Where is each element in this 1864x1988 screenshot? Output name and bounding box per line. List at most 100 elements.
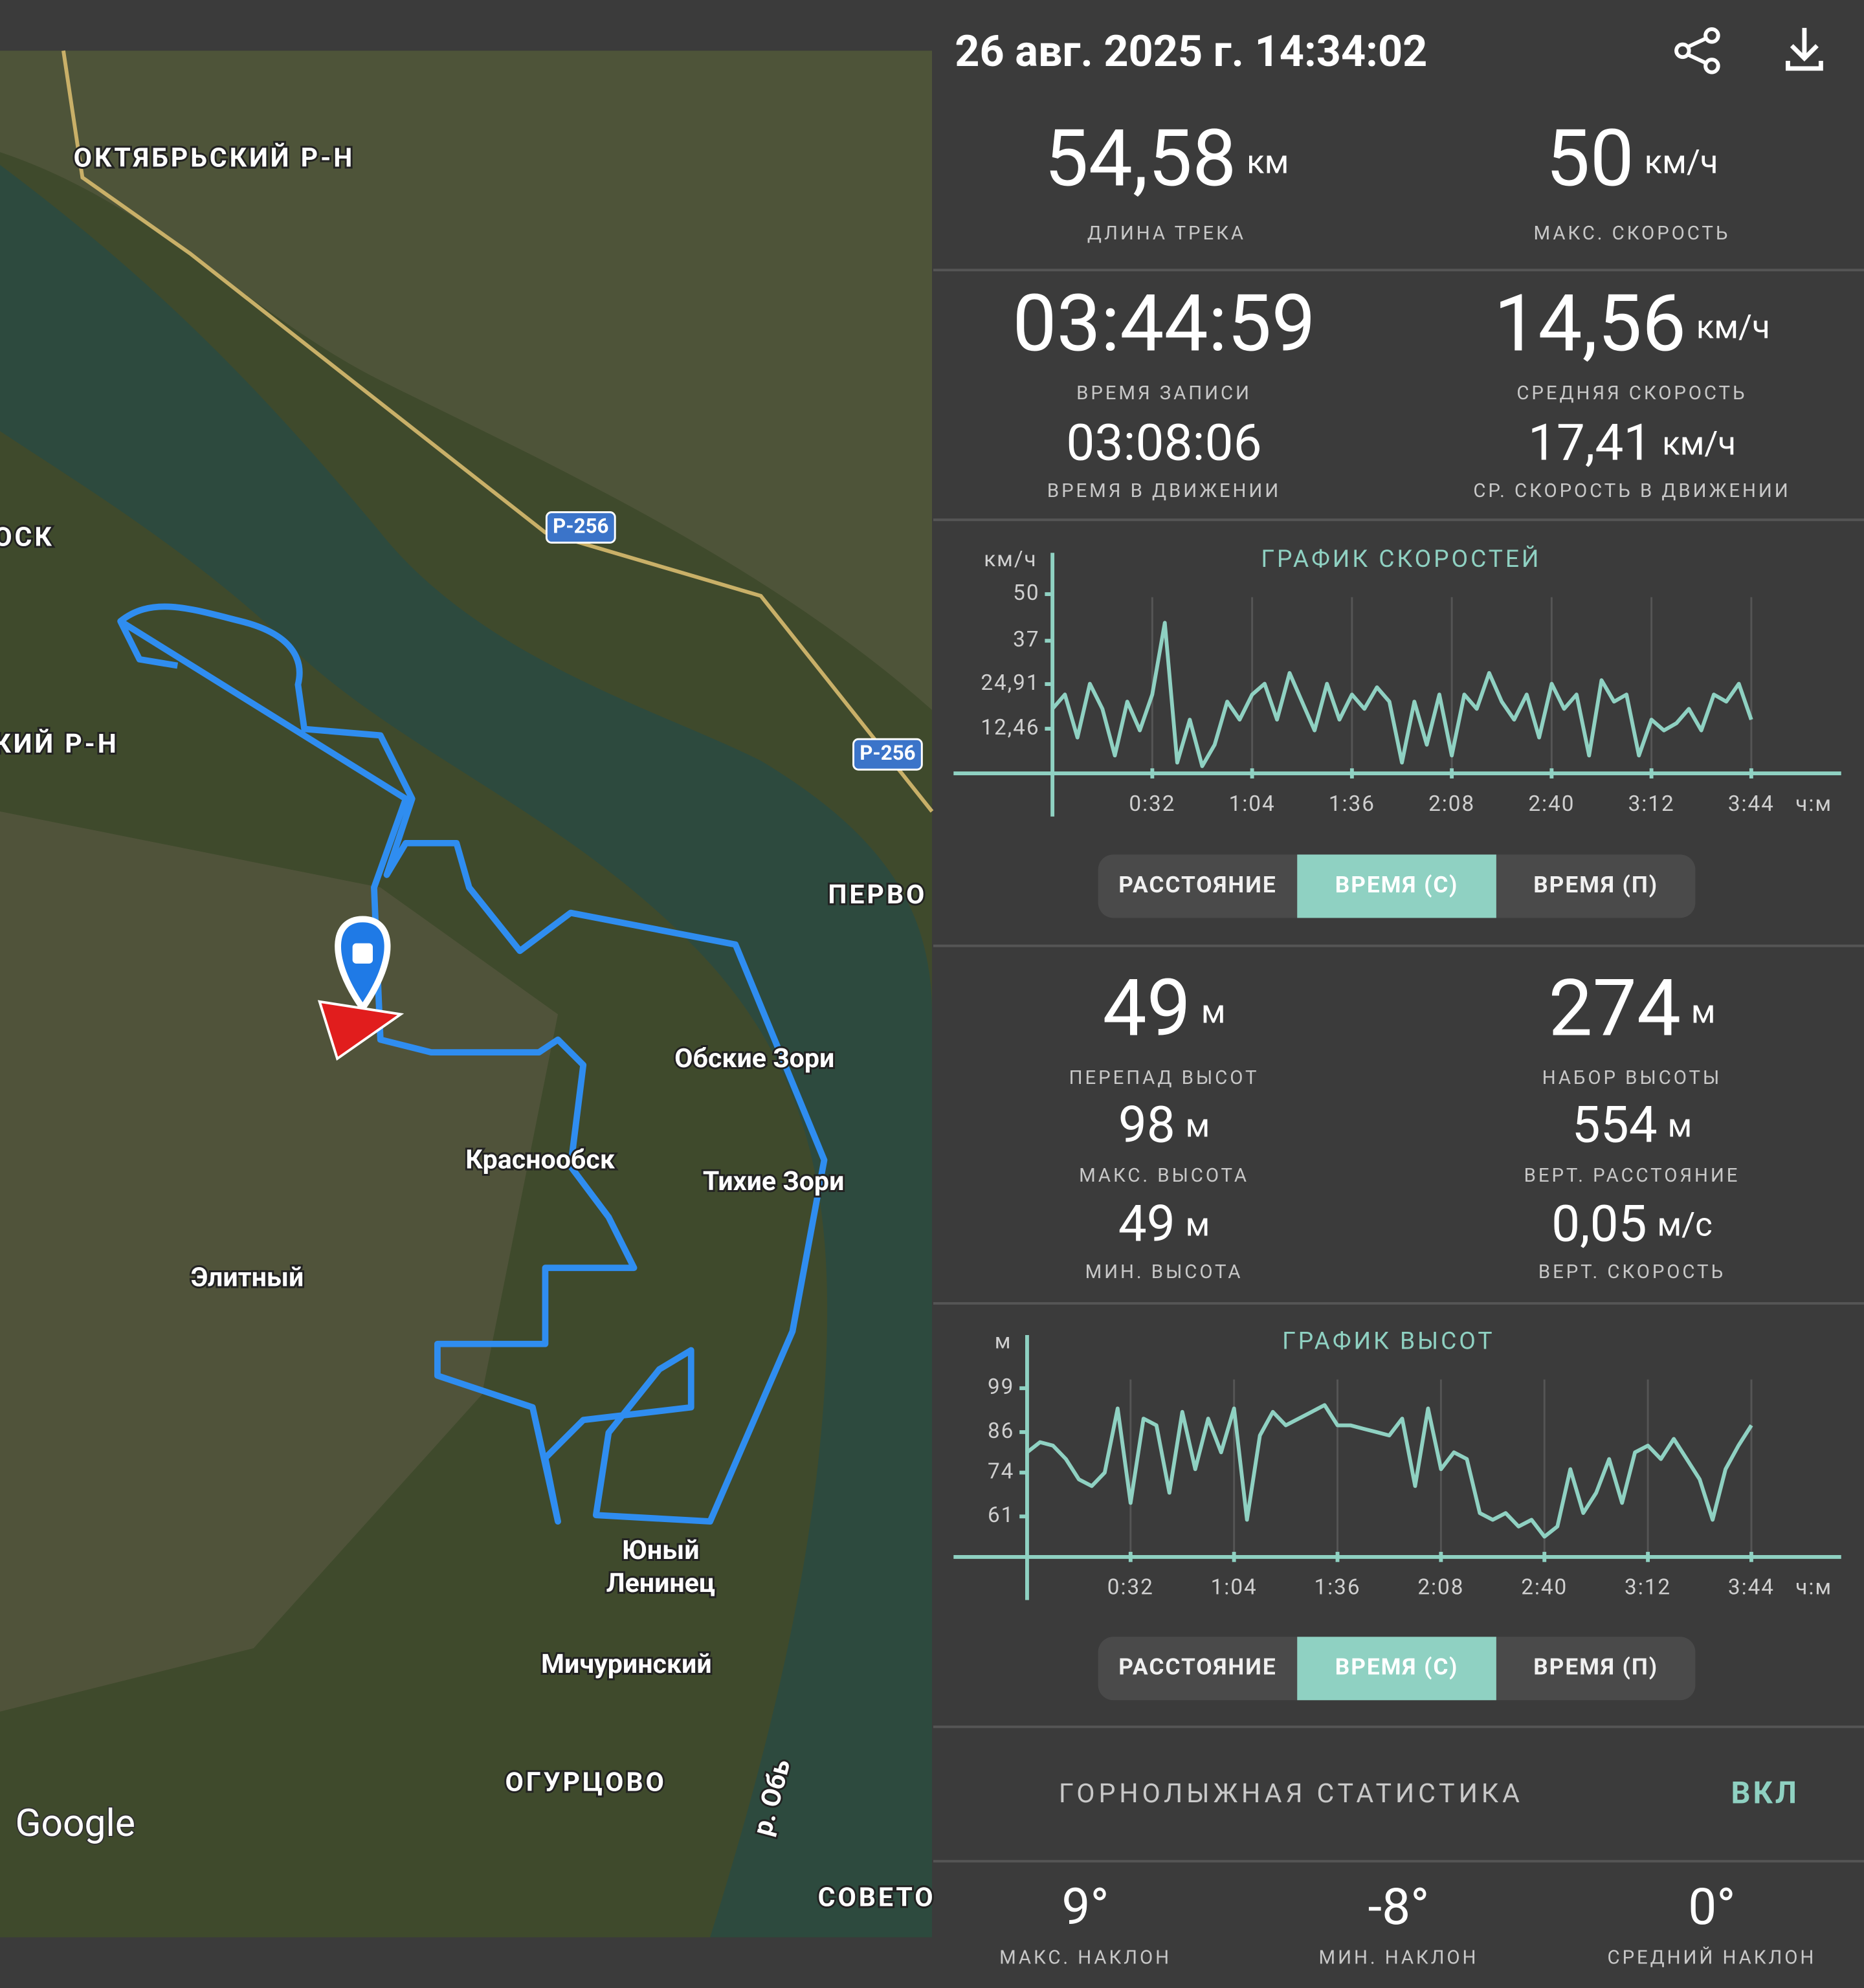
stat-value: 49 м (1103, 962, 1226, 1054)
stat-number: 49 (1118, 1194, 1175, 1254)
ski-value: 9° (1061, 1877, 1109, 1937)
stat-value: 49 м (1118, 1194, 1210, 1254)
y-tick-label: 86 (988, 1419, 1014, 1444)
ski-label: МИН. НАКЛОН (1319, 1947, 1479, 1969)
ski-value: -8° (1368, 1877, 1429, 1937)
x-tick-label: 0:32 (1129, 791, 1175, 817)
stat-label: СРЕДНЯЯ СКОРОСТЬ (1516, 382, 1747, 404)
chart-title: ГРАФИК ВЫСОТ (1282, 1327, 1494, 1356)
map[interactable] (0, 50, 934, 1938)
stat-unit: км/ч (1645, 144, 1718, 182)
map-label: Юный (622, 1535, 700, 1566)
mode-option[interactable]: ВРЕМЯ (П) (1533, 871, 1658, 898)
ski-label: МАКС. НАКЛОН (999, 1947, 1171, 1969)
stat-label: ВЕРТ. СКОРОСТЬ (1538, 1261, 1725, 1283)
mode-option[interactable]: ВРЕМЯ (С) (1335, 871, 1459, 898)
stat-value: 03:44:59 (1012, 277, 1315, 370)
stat-value: 274 м (1548, 962, 1715, 1054)
stat-label: СР. СКОРОСТЬ В ДВИЖЕНИИ (1473, 480, 1790, 502)
x-tick-label: 3:12 (1628, 791, 1675, 817)
data-line (1050, 621, 1753, 768)
mode-option[interactable]: РАССТОЯНИЕ (1118, 1653, 1276, 1681)
stat-unit: км/ч (1662, 425, 1736, 463)
map-label: Мичуринский (541, 1649, 712, 1680)
stat-label: ВЕРТ. РАССТОЯНИЕ (1524, 1165, 1740, 1187)
download-button[interactable] (1786, 28, 1823, 71)
stat-number: 0,05 (1551, 1194, 1647, 1254)
map-label: ОКТЯБРЬСКИЙ Р-Н (74, 143, 355, 174)
stat-unit: км/ч (1696, 309, 1770, 347)
mode-option[interactable]: ВРЕМЯ (С) (1335, 1653, 1459, 1681)
stat-number: 17,41 (1528, 413, 1652, 472)
stat-unit: м (1186, 1107, 1210, 1145)
stat-value: 98 м (1118, 1095, 1210, 1154)
x-tick-label: 2:08 (1428, 791, 1475, 817)
map-label: ПЕРВО (828, 879, 927, 911)
ski-title: ГОРНОЛЫЖНАЯ СТАТИСТИКА (1059, 1778, 1524, 1809)
y-tick-label: 61 (988, 1503, 1014, 1528)
stat-number: 50 (1546, 113, 1634, 205)
stat-unit: м/с (1657, 1206, 1712, 1244)
y-tick-label: 37 (1013, 627, 1039, 652)
stat-number: 54,58 (1044, 113, 1236, 205)
map-logo: Google (16, 1801, 136, 1846)
y-tick-label: 12,46 (981, 715, 1039, 740)
mode-selected (1297, 854, 1496, 918)
ski-toggle[interactable]: ВКЛ (1731, 1776, 1799, 1811)
stat-number: 98 (1118, 1095, 1175, 1154)
stat-unit: м (1201, 993, 1226, 1032)
stat-value: 50 км/ч (1546, 113, 1718, 205)
y-tick-label: 50 (1013, 580, 1039, 606)
stat-value: 0,05 м/с (1551, 1194, 1713, 1254)
map-label: Ленинец (606, 1568, 715, 1599)
map-label: СОВЕТО (818, 1883, 936, 1914)
x-tick-label: 1:04 (1229, 791, 1276, 817)
x-tick-label: 2:40 (1521, 1575, 1568, 1600)
road-badge (545, 511, 616, 544)
stat-number: 14,56 (1494, 277, 1686, 370)
y-unit: м (995, 1329, 1012, 1354)
road-badge (852, 738, 923, 771)
y-tick-label: 99 (988, 1375, 1014, 1400)
stat-label: ДЛИНА ТРЕКА (1087, 223, 1246, 245)
stat-number: 03:44:59 (1012, 277, 1315, 370)
stat-value: 14,56 км/ч (1494, 277, 1770, 370)
x-tick-label: 0:32 (1107, 1575, 1154, 1600)
stat-number: 554 (1572, 1095, 1658, 1154)
data-line (1026, 1403, 1753, 1539)
mode-option[interactable]: ВРЕМЯ (П) (1533, 1653, 1658, 1681)
stat-unit: м (1667, 1107, 1692, 1145)
stat-label: МАКС. ВЫСОТА (1079, 1165, 1249, 1187)
y-tick-label: 24,91 (981, 670, 1039, 696)
stat-label: НАБОР ВЫСОТЫ (1542, 1067, 1722, 1089)
x-tick-label: 2:40 (1528, 791, 1575, 817)
x-tick-label: 3:44 (1728, 791, 1775, 817)
map-label: Обские Зори (674, 1043, 834, 1074)
datetime: 26 авг. 2025 г. 14:34:02 (955, 27, 1427, 77)
road-label: Р-256 (860, 741, 915, 765)
stat-number: 274 (1548, 962, 1681, 1054)
stat-unit: м (1186, 1206, 1210, 1244)
road-label: Р-256 (553, 514, 608, 538)
map-label: Элитный (191, 1263, 304, 1294)
map-label: Тихие Зори (703, 1166, 845, 1197)
x-unit: ч:м (1795, 1575, 1832, 1600)
stat-unit: км (1247, 144, 1289, 182)
ski-label: СРЕДНИЙ НАКЛОН (1608, 1947, 1817, 1969)
x-tick-label: 1:36 (1329, 791, 1375, 817)
stat-value: 17,41 км/ч (1528, 413, 1736, 472)
stat-value: 554 м (1572, 1095, 1692, 1154)
stat-label: ВРЕМЯ В ДВИЖЕНИИ (1047, 480, 1281, 502)
map-label: Краснообск (465, 1144, 616, 1175)
stat-unit: м (1691, 993, 1716, 1032)
map-label: ОСК (0, 522, 54, 553)
mode-option[interactable]: РАССТОЯНИЕ (1118, 871, 1276, 898)
stat-number: 03:08:06 (1066, 413, 1261, 472)
stat-value: 03:08:06 (1066, 413, 1261, 472)
share-button[interactable] (1674, 27, 1720, 74)
x-unit: ч:м (1795, 791, 1832, 817)
stat-label: МИН. ВЫСОТА (1085, 1261, 1243, 1283)
ski-value: 0° (1688, 1877, 1735, 1937)
x-tick-label: 1:36 (1314, 1575, 1360, 1600)
